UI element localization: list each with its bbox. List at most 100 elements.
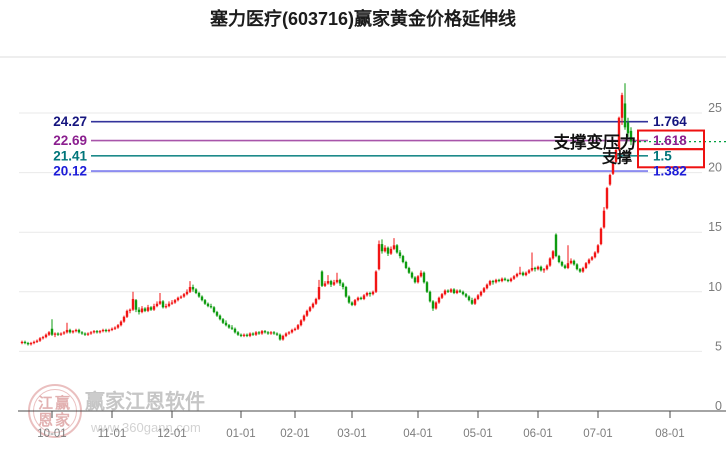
- candle: [557, 256, 561, 262]
- candle: [581, 267, 585, 272]
- candle: [326, 281, 330, 284]
- watermark: 江赢 恩家 赢家江恩软件 www.360gann.com: [28, 384, 205, 438]
- watermark-seal-row-1: 江赢: [38, 394, 72, 412]
- candle: [308, 307, 312, 311]
- candle: [614, 149, 618, 162]
- candle: [422, 272, 426, 283]
- candle: [212, 307, 216, 313]
- candle: [440, 294, 444, 298]
- candle: [593, 252, 597, 258]
- candle: [86, 333, 90, 335]
- candle: [473, 298, 477, 304]
- candle: [554, 234, 558, 257]
- candle: [374, 271, 378, 292]
- candle: [491, 281, 495, 283]
- candle: [95, 331, 99, 333]
- x-axis-label: 06-01: [523, 428, 552, 440]
- candle: [158, 301, 162, 304]
- candle: [35, 340, 39, 342]
- candle: [74, 329, 78, 332]
- candle: [587, 259, 591, 264]
- candle: [161, 301, 165, 308]
- candle: [365, 292, 369, 296]
- candle: [401, 256, 405, 262]
- candle: [479, 291, 483, 296]
- watermark-name: 赢家江恩软件: [85, 389, 205, 413]
- y-axis-label: 25: [708, 101, 722, 115]
- candle: [371, 291, 375, 295]
- watermark-seal-row-2: 恩家: [38, 411, 72, 429]
- candle: [497, 279, 501, 282]
- candle: [230, 327, 234, 329]
- candle: [446, 290, 450, 292]
- y-axis-label: 15: [708, 220, 722, 234]
- candle: [305, 310, 309, 316]
- candle: [509, 278, 513, 282]
- candle: [626, 122, 630, 134]
- candle: [164, 306, 168, 308]
- candle: [398, 252, 402, 257]
- candle: [629, 130, 633, 142]
- candle: [236, 332, 240, 335]
- candle: [32, 341, 36, 344]
- y-axis-label: 0: [715, 399, 722, 413]
- candle: [575, 264, 579, 270]
- candle: [104, 329, 108, 332]
- chart-title: 塞力医疗(603716)赢家黄金价格延伸线: [210, 8, 516, 29]
- candle: [395, 245, 399, 253]
- candle: [350, 302, 354, 305]
- candle: [551, 251, 555, 259]
- candle: [197, 292, 201, 297]
- candle: [311, 303, 315, 308]
- candle: [254, 332, 258, 335]
- candle: [149, 307, 153, 310]
- candle: [224, 322, 228, 326]
- candle: [566, 263, 570, 268]
- candle: [293, 328, 297, 330]
- candle: [50, 328, 54, 335]
- candle: [47, 332, 51, 335]
- candle: [344, 287, 348, 297]
- candle: [578, 269, 582, 272]
- candle: [542, 269, 546, 271]
- candle: [467, 296, 471, 301]
- candle: [53, 333, 57, 335]
- candle: [113, 327, 117, 329]
- candle: [155, 303, 159, 307]
- candle: [185, 291, 189, 295]
- candle: [524, 272, 528, 276]
- candle: [431, 301, 435, 309]
- x-axis-label: 10-01: [37, 428, 66, 440]
- candle: [419, 272, 423, 277]
- x-axis-label: 11-01: [98, 428, 127, 440]
- candle: [413, 277, 417, 283]
- candle: [44, 334, 48, 338]
- y-axis-label: 5: [715, 339, 722, 353]
- fib-price-label: 20.12: [53, 164, 87, 179]
- candle: [203, 300, 207, 304]
- candle: [494, 279, 498, 283]
- candle: [134, 300, 138, 310]
- candle: [572, 260, 576, 265]
- candle: [92, 331, 96, 333]
- candle: [296, 325, 300, 329]
- candle: [116, 325, 120, 328]
- candle: [482, 288, 486, 292]
- candle: [443, 290, 447, 295]
- candle: [200, 296, 204, 301]
- candle: [332, 282, 336, 285]
- candle: [233, 328, 237, 333]
- candle: [470, 300, 474, 304]
- candle: [263, 331, 267, 333]
- candle: [536, 266, 540, 270]
- candle: [383, 247, 387, 252]
- candle: [128, 309, 132, 311]
- candle: [560, 262, 564, 266]
- candle: [227, 325, 231, 328]
- candle: [539, 266, 543, 271]
- annotation-support: 支撑: [601, 149, 632, 167]
- candle: [563, 265, 567, 268]
- candle: [320, 271, 324, 286]
- candle: [59, 333, 63, 335]
